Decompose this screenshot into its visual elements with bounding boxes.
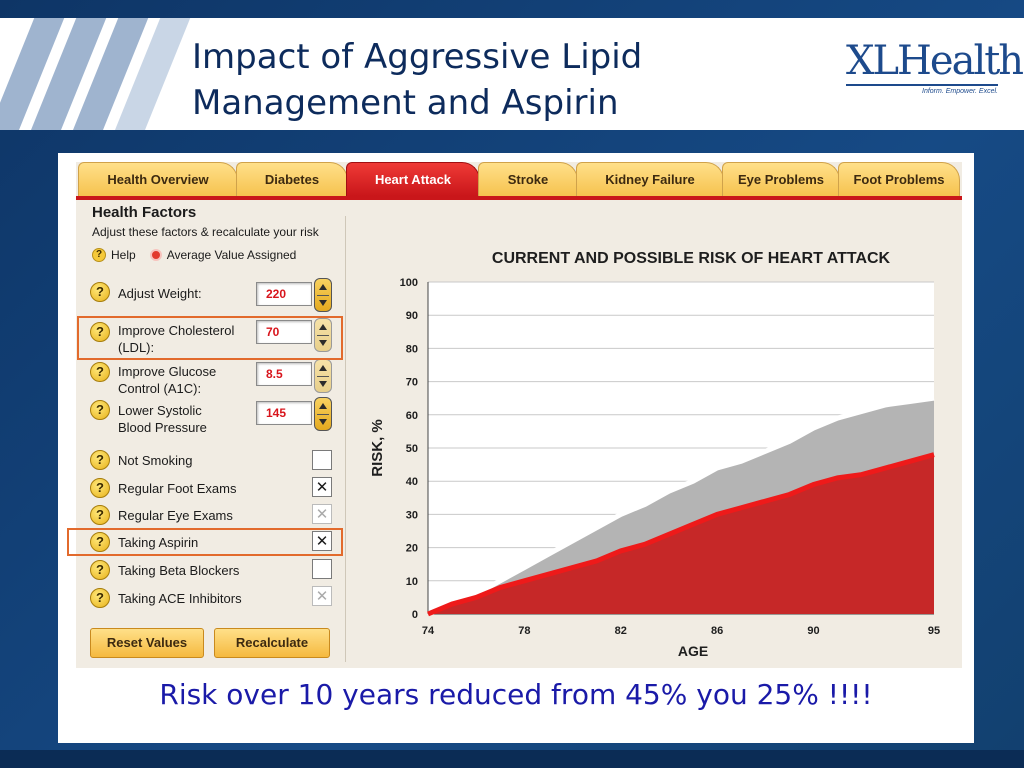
slide-title: Impact of Aggressive Lipid Management an… (192, 34, 642, 126)
panel-divider (345, 216, 346, 662)
legend-row: ? Help Average Value Assigned (92, 248, 296, 262)
slide-title-line1: Impact of Aggressive Lipid (192, 37, 643, 77)
tab-eye-problems[interactable]: Eye Problems (722, 162, 840, 196)
systolic-stepper[interactable] (314, 397, 332, 431)
y-axis-label: RISK, % (369, 419, 386, 477)
slide-caption: Risk over 10 years reduced from 45% you … (159, 678, 873, 711)
y-tick-label: 80 (406, 343, 418, 355)
help-icon[interactable]: ? (90, 560, 110, 580)
arrow-up-icon[interactable] (319, 403, 327, 409)
y-tick-label: 90 (406, 310, 418, 322)
average-value-icon (149, 249, 162, 261)
eye-exams-label: Regular Eye Exams (118, 508, 233, 523)
xlhealth-logo: XLHealth Inform. Empower. Excel. (846, 38, 1024, 98)
taking-aspirin-checkbox[interactable]: ✕ (312, 531, 332, 551)
y-tick-label: 10 (406, 576, 418, 588)
arrow-up-icon[interactable] (319, 324, 327, 330)
y-tick-label: 60 (406, 410, 418, 422)
beta-blockers-label: Taking Beta Blockers (118, 563, 240, 578)
y-tick-label: 30 (406, 509, 418, 521)
y-tick-label: 70 (406, 377, 418, 389)
health-factors-panel: Health Factors Adjust these factors & re… (84, 200, 346, 662)
tab-health-overview[interactable]: Health Overview (78, 162, 238, 196)
health-factors-title: Health Factors (92, 204, 197, 221)
weight-stepper[interactable] (314, 278, 332, 312)
tab-stroke[interactable]: Stroke (478, 162, 578, 196)
arrow-down-icon[interactable] (319, 381, 327, 387)
arrow-up-icon[interactable] (319, 365, 327, 371)
recalculate-button[interactable]: Recalculate (214, 628, 330, 658)
ace-inhibitors-label: Taking ACE Inhibitors (118, 591, 242, 606)
highlight-aspirin (67, 528, 343, 556)
foot-exams-label: Regular Foot Exams (118, 481, 237, 496)
x-tick-label: 90 (807, 625, 819, 637)
average-value-label: Average Value Assigned (166, 248, 297, 262)
help-icon[interactable]: ? (90, 588, 110, 608)
tab-foot-problems[interactable]: Foot Problems (838, 162, 960, 196)
taking-aspirin-label: Taking Aspirin (118, 535, 199, 550)
slide-title-line2: Management and Aspirin (192, 83, 619, 123)
beta-blockers-checkbox[interactable] (312, 559, 332, 579)
arrow-up-icon[interactable] (319, 284, 327, 290)
help-icon[interactable]: ? (90, 505, 110, 525)
help-icon[interactable]: ? (90, 282, 110, 302)
cholesterol-stepper[interactable] (314, 318, 332, 352)
systolic-label: Lower Systolic Blood Pressure (118, 403, 207, 435)
current-risk-outline (427, 395, 935, 617)
weight-label: Adjust Weight: (118, 286, 202, 301)
tab-kidney-failure[interactable]: Kidney Failure (576, 162, 724, 196)
arrow-down-icon[interactable] (319, 340, 327, 346)
risk-chart: CURRENT AND POSSIBLE RISK OF HEART ATTAC… (369, 250, 940, 659)
tab-heart-attack[interactable]: Heart Attack (346, 162, 480, 196)
header-stripes (0, 18, 200, 130)
reset-values-button[interactable]: Reset Values (90, 628, 204, 658)
help-icon[interactable]: ? (92, 248, 106, 262)
x-axis-label: AGE (678, 643, 708, 659)
x-tick-label: 78 (518, 625, 530, 637)
help-icon[interactable]: ? (90, 362, 110, 382)
y-tick-label: 0 (412, 609, 418, 621)
weight-input[interactable]: 220 (256, 282, 312, 306)
tab-diabetes[interactable]: Diabetes (236, 162, 348, 196)
not-smoking-checkbox[interactable] (312, 450, 332, 470)
help-icon[interactable]: ? (90, 532, 110, 552)
ace-inhibitors-checkbox[interactable]: ✕ (312, 586, 332, 606)
systolic-input[interactable]: 145 (256, 401, 312, 425)
x-tick-label: 74 (422, 625, 435, 637)
glucose-stepper[interactable] (314, 359, 332, 393)
health-factors-subtitle: Adjust these factors & recalculate your … (92, 225, 319, 239)
glucose-input[interactable]: 8.5 (256, 362, 312, 386)
x-tick-label: 95 (928, 625, 940, 637)
arrow-down-icon[interactable] (319, 419, 327, 425)
foot-exams-checkbox[interactable]: ✕ (312, 477, 332, 497)
help-label: Help (111, 248, 136, 262)
y-tick-label: 100 (400, 277, 418, 289)
arrow-down-icon[interactable] (319, 300, 327, 306)
y-tick-label: 50 (406, 443, 418, 455)
x-tick-label: 82 (615, 625, 627, 637)
possible-risk-line (427, 452, 935, 617)
help-icon[interactable]: ? (90, 400, 110, 420)
eye-exams-checkbox[interactable]: ✕ (312, 504, 332, 524)
cholesterol-label: Improve Cholesterol (LDL): (118, 323, 235, 355)
bottom-band (0, 750, 1024, 768)
y-tick-label: 40 (406, 476, 418, 488)
chart-title: CURRENT AND POSSIBLE RISK OF HEART ATTAC… (492, 250, 891, 267)
not-smoking-label: Not Smoking (118, 453, 193, 468)
glucose-label: Improve Glucose Control (A1C): (118, 364, 217, 396)
x-tick-label: 86 (711, 625, 723, 637)
help-icon[interactable]: ? (90, 322, 110, 342)
tab-bar: Health Overview Diabetes Heart Attack St… (76, 162, 962, 198)
tab-underline (76, 196, 962, 200)
y-tick-label: 20 (406, 543, 418, 555)
help-icon[interactable]: ? (90, 478, 110, 498)
logo-tagline: Inform. Empower. Excel. (922, 88, 998, 95)
cholesterol-input[interactable]: 70 (256, 320, 312, 344)
highlight-cholesterol (77, 316, 343, 360)
help-icon[interactable]: ? (90, 450, 110, 470)
logo-text: XLHealth (846, 38, 1024, 86)
